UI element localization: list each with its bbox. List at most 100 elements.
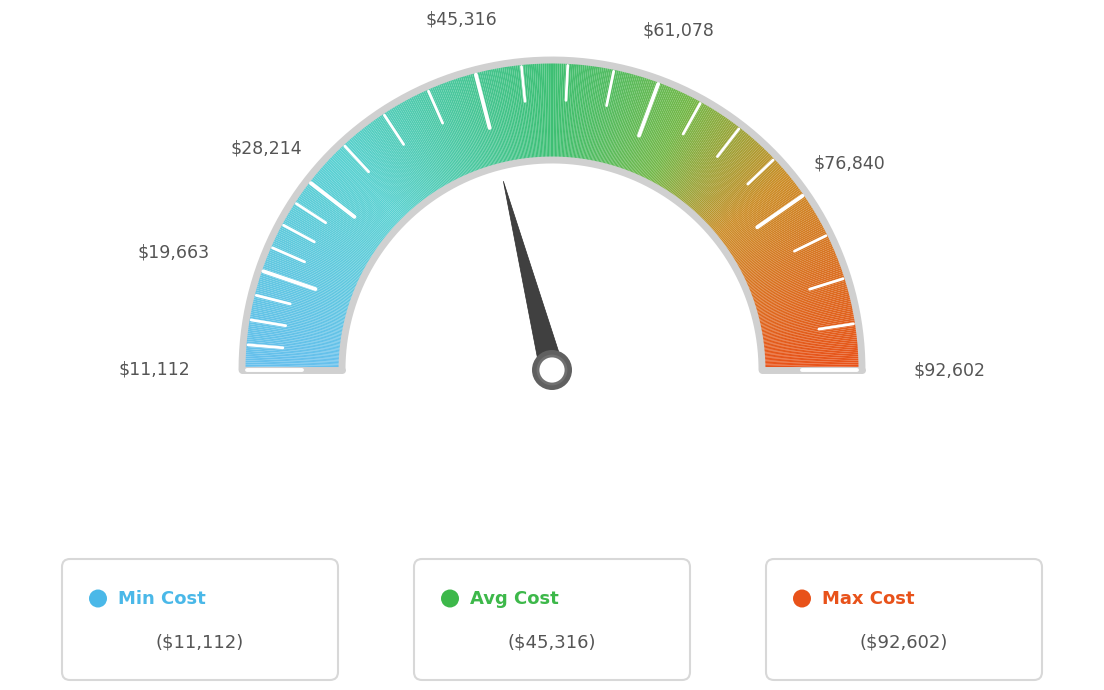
Wedge shape [757, 308, 856, 329]
Wedge shape [594, 66, 616, 164]
Wedge shape [647, 94, 694, 184]
Wedge shape [751, 268, 846, 303]
Wedge shape [273, 235, 363, 279]
Wedge shape [322, 161, 397, 229]
Wedge shape [761, 343, 861, 353]
Wedge shape [690, 136, 757, 213]
Wedge shape [761, 339, 861, 351]
Wedge shape [573, 61, 585, 161]
Wedge shape [572, 61, 583, 161]
Wedge shape [480, 68, 505, 166]
Wedge shape [561, 60, 567, 160]
Wedge shape [282, 217, 369, 268]
Wedge shape [619, 77, 654, 172]
Wedge shape [582, 63, 598, 162]
Wedge shape [275, 229, 365, 276]
Wedge shape [384, 108, 439, 193]
Wedge shape [466, 72, 495, 168]
Wedge shape [383, 109, 438, 194]
Wedge shape [758, 317, 858, 336]
Text: $92,602: $92,602 [914, 361, 986, 379]
Wedge shape [633, 84, 673, 177]
Wedge shape [513, 62, 527, 161]
Wedge shape [622, 78, 657, 172]
Wedge shape [501, 63, 519, 163]
Wedge shape [449, 77, 484, 172]
Wedge shape [335, 148, 405, 221]
Wedge shape [677, 120, 737, 201]
Wedge shape [593, 66, 614, 164]
Wedge shape [310, 174, 390, 238]
Wedge shape [548, 60, 551, 160]
Wedge shape [595, 67, 618, 165]
Wedge shape [746, 254, 840, 293]
Wedge shape [427, 86, 468, 178]
Wedge shape [252, 293, 349, 319]
Wedge shape [684, 130, 750, 208]
Wedge shape [243, 353, 342, 359]
Wedge shape [703, 155, 776, 226]
Wedge shape [739, 229, 829, 276]
Text: $19,663: $19,663 [137, 244, 210, 262]
Wedge shape [758, 316, 858, 335]
Wedge shape [261, 263, 354, 299]
Wedge shape [250, 299, 348, 323]
Wedge shape [434, 83, 474, 176]
Wedge shape [263, 256, 357, 294]
Wedge shape [340, 143, 410, 217]
Wedge shape [760, 322, 859, 339]
Wedge shape [693, 141, 763, 216]
Wedge shape [277, 226, 367, 273]
Wedge shape [353, 131, 418, 209]
Wedge shape [728, 199, 811, 255]
Wedge shape [253, 286, 350, 314]
Text: $76,840: $76,840 [814, 155, 885, 172]
Wedge shape [597, 68, 622, 166]
Wedge shape [325, 158, 399, 227]
Wedge shape [369, 119, 428, 201]
Wedge shape [539, 60, 544, 160]
Wedge shape [747, 256, 841, 294]
Wedge shape [728, 201, 813, 257]
Wedge shape [682, 128, 746, 206]
Wedge shape [746, 253, 839, 291]
Wedge shape [291, 201, 376, 257]
Wedge shape [523, 61, 533, 161]
Wedge shape [558, 60, 562, 160]
Wedge shape [758, 310, 857, 331]
Wedge shape [687, 132, 753, 210]
Wedge shape [680, 124, 742, 204]
Wedge shape [644, 91, 689, 181]
Wedge shape [734, 215, 821, 266]
Wedge shape [756, 297, 853, 322]
Wedge shape [496, 65, 516, 164]
Wedge shape [444, 79, 479, 173]
Wedge shape [267, 245, 360, 286]
Wedge shape [256, 274, 352, 306]
Circle shape [440, 589, 459, 607]
Wedge shape [618, 76, 651, 171]
Circle shape [89, 589, 107, 607]
Wedge shape [735, 219, 824, 269]
Wedge shape [660, 104, 713, 190]
Wedge shape [708, 162, 783, 230]
Wedge shape [540, 60, 545, 160]
Text: $28,214: $28,214 [230, 139, 301, 157]
Wedge shape [700, 150, 772, 221]
Wedge shape [692, 139, 760, 214]
Wedge shape [329, 154, 402, 224]
Wedge shape [458, 74, 489, 170]
Wedge shape [746, 250, 839, 290]
Wedge shape [636, 86, 677, 178]
Text: ($92,602): ($92,602) [860, 633, 948, 651]
Wedge shape [244, 333, 343, 346]
Wedge shape [699, 148, 769, 221]
Wedge shape [519, 61, 531, 161]
Wedge shape [247, 312, 346, 332]
Wedge shape [762, 356, 862, 362]
Wedge shape [556, 60, 560, 160]
Wedge shape [445, 79, 481, 173]
Wedge shape [683, 128, 749, 208]
Wedge shape [599, 68, 624, 166]
Wedge shape [757, 306, 856, 328]
